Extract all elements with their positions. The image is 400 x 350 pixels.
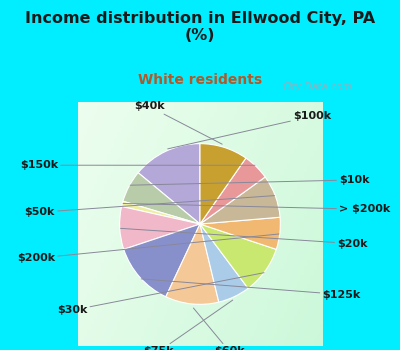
Wedge shape: [120, 206, 200, 249]
Wedge shape: [122, 201, 200, 224]
Text: $20k: $20k: [120, 228, 368, 248]
Text: $60k: $60k: [194, 308, 245, 350]
Text: Income distribution in Ellwood City, PA
(%): Income distribution in Ellwood City, PA …: [25, 10, 375, 43]
Wedge shape: [200, 144, 246, 224]
Text: $125k: $125k: [141, 279, 361, 300]
Wedge shape: [166, 224, 219, 304]
Wedge shape: [200, 224, 248, 302]
Text: $50k: $50k: [24, 196, 274, 217]
Wedge shape: [123, 173, 200, 224]
Wedge shape: [138, 144, 200, 224]
Text: $10k: $10k: [130, 175, 370, 185]
Text: $75k: $75k: [144, 300, 233, 350]
Text: $40k: $40k: [134, 102, 222, 144]
Text: $30k: $30k: [57, 273, 264, 315]
Wedge shape: [200, 217, 280, 249]
Text: White residents: White residents: [138, 74, 262, 88]
Text: $100k: $100k: [168, 111, 331, 149]
Text: $200k: $200k: [17, 234, 279, 263]
Text: City-Data.com: City-Data.com: [282, 82, 352, 92]
Wedge shape: [200, 158, 265, 224]
Wedge shape: [124, 224, 200, 297]
Text: > $200k: > $200k: [123, 203, 390, 214]
Wedge shape: [200, 224, 276, 288]
Wedge shape: [200, 177, 280, 224]
Text: $150k: $150k: [20, 160, 255, 170]
